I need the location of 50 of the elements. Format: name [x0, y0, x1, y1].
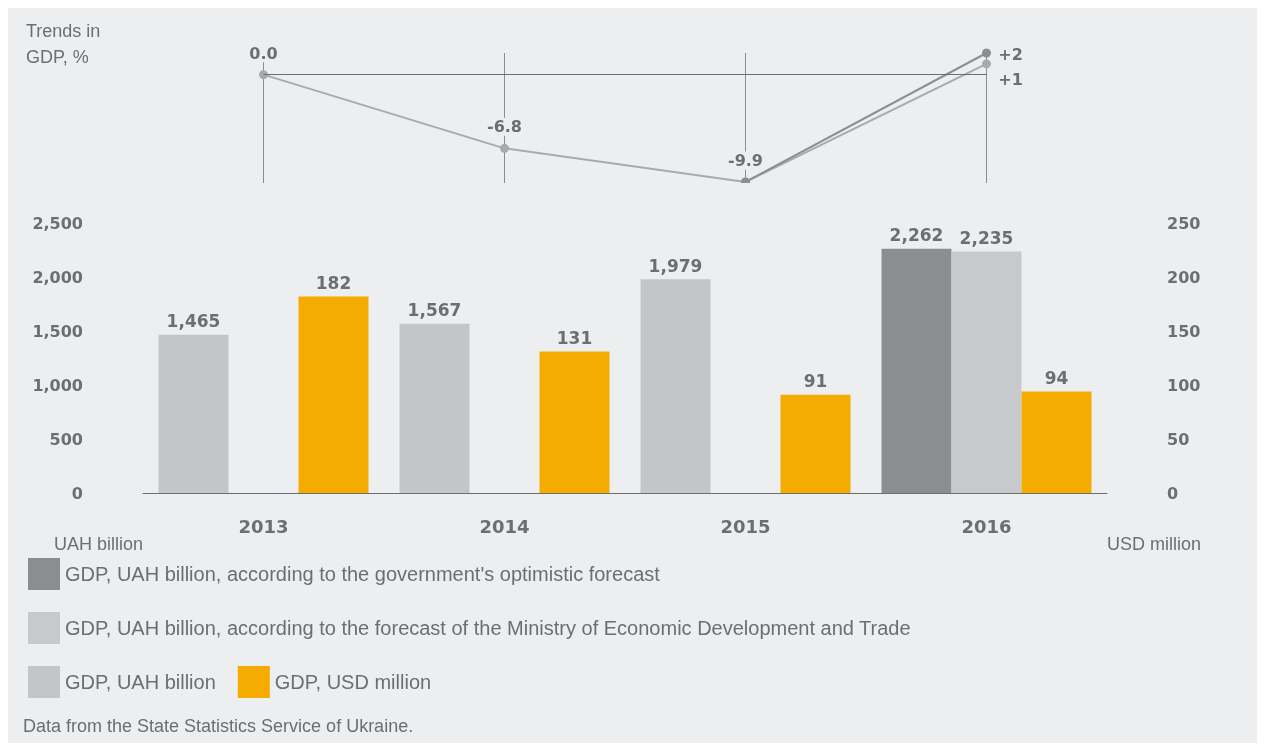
data-label: -6.8: [487, 117, 522, 137]
x-tick-label: 2013: [238, 515, 289, 537]
y2-tick-label: 150: [1167, 321, 1201, 341]
y2-tick-label: 50: [1167, 429, 1190, 449]
data-label: +2: [998, 45, 1023, 64]
bar: [640, 279, 711, 493]
y-tick-label: 0: [71, 483, 83, 503]
y2-tick-label: 0: [1167, 483, 1179, 503]
y2-tick-label: 200: [1167, 267, 1201, 287]
data-label: 1,979: [648, 255, 703, 276]
bar: [780, 394, 851, 493]
legend-label: GDP, UAH billion: [65, 671, 216, 693]
y-tick-label: 1,500: [32, 321, 83, 341]
y-axis-title: Trends in GDP, %: [26, 21, 106, 67]
y2-tick-label: 100: [1167, 375, 1201, 395]
bar: [158, 334, 229, 493]
data-label: 1,465: [166, 311, 221, 332]
bar: [399, 323, 470, 493]
text: Data from the State Statistics Service of Ukraine.: [23, 716, 414, 736]
y-axis-title: UAH billion: [53, 534, 143, 554]
data-label: 94: [1044, 367, 1069, 388]
x-tick-label: 2015: [720, 515, 771, 537]
data-label: 2,235: [959, 228, 1014, 249]
x-tick-label: 2014: [479, 515, 530, 537]
point: [982, 48, 991, 58]
y2-axis-title: USD million: [1107, 534, 1202, 554]
legend-label: GDP, USD million: [274, 671, 432, 693]
legend-label: GDP, UAH billion, according to the forecast of the Ministry of Economic Development and Trade: [65, 617, 911, 639]
x-tick-label: 2016: [961, 515, 1012, 537]
bar: [881, 248, 952, 493]
data-label: -9.9: [728, 150, 763, 170]
point: [500, 143, 509, 153]
data-label: 2,262: [889, 225, 944, 246]
y-tick-label: 2,000: [32, 267, 83, 287]
data-label: 131: [556, 328, 593, 349]
data-label: +1: [998, 69, 1023, 89]
bar: [298, 296, 369, 493]
data-label: 182: [315, 272, 352, 293]
y-tick-label: 2,500: [32, 213, 83, 233]
data-label: 1,567: [407, 300, 462, 321]
point: [982, 59, 991, 69]
legend-label: GDP, UAH billion, according to the government's optimistic forecast: [65, 563, 661, 585]
point: [259, 70, 268, 80]
bar: [539, 351, 610, 493]
data-label: 0.0: [249, 43, 278, 63]
data-label: 91: [803, 371, 828, 392]
y2-tick-label: 250: [1167, 213, 1201, 233]
bar: [951, 251, 1022, 493]
y-tick-label: 1,000: [32, 375, 83, 395]
y-tick-label: 500: [49, 429, 83, 449]
